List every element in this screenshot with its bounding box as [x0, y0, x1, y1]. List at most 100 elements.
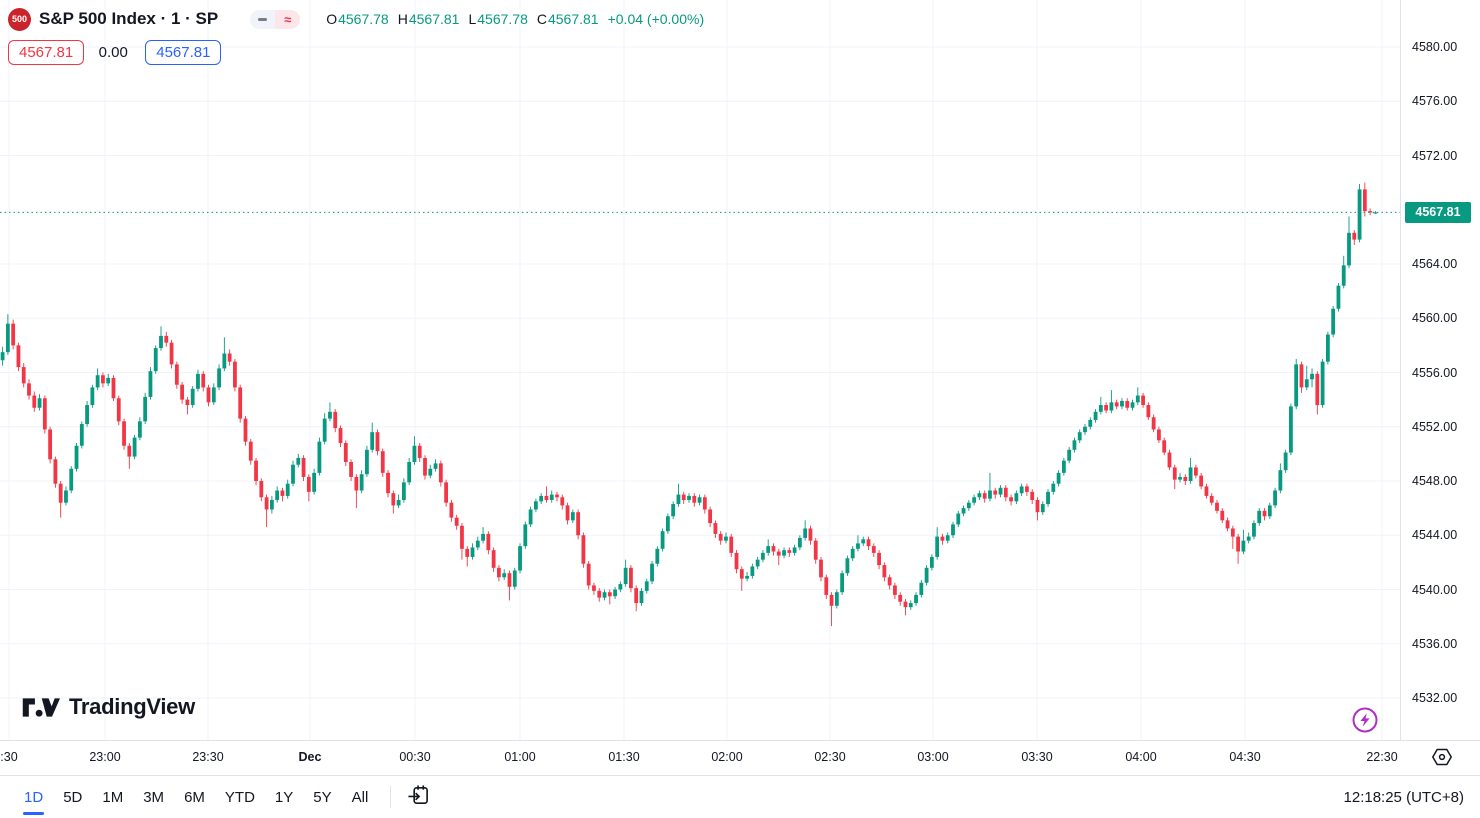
candle — [618, 584, 623, 590]
candle — [196, 373, 200, 389]
candle — [328, 411, 332, 419]
candle — [724, 536, 728, 541]
candle — [866, 539, 871, 547]
candle — [1294, 364, 1299, 407]
candle — [1252, 523, 1256, 537]
candle — [438, 463, 443, 483]
range-button-all[interactable]: All — [344, 783, 377, 812]
candle — [16, 345, 21, 368]
candle — [0, 352, 5, 361]
price-axis-label: 4532.00 — [1412, 691, 1458, 705]
candle — [1172, 467, 1177, 480]
candle — [1304, 379, 1309, 388]
candle — [613, 589, 617, 597]
tradingview-logo-text: TradingView — [69, 694, 195, 719]
candle — [143, 396, 148, 422]
legend-minimize-button[interactable] — [250, 9, 276, 29]
candle — [243, 418, 248, 442]
candle — [914, 594, 918, 604]
chart-settings-button[interactable] — [1430, 747, 1454, 769]
candle — [264, 497, 269, 510]
change-value: +0.04 (+0.00%) — [607, 11, 705, 27]
candle — [111, 377, 116, 399]
session-clock[interactable]: 12:18:25 (UTC+8) — [1343, 788, 1464, 806]
candle — [259, 481, 264, 498]
candle — [185, 399, 190, 406]
time-axis[interactable]: :30 23:00 23:30 Dec 00:30 01:00 01:30 02:00 02:3… — [0, 740, 1480, 775]
tradingview-logo[interactable]: TradingView — [22, 694, 195, 720]
chart-plot-area[interactable]: 500 S&P 500 Index · 1 · SP ≈ O4567.78 H4… — [0, 0, 1400, 740]
range-button-5y[interactable]: 5Y — [305, 783, 339, 812]
time-axis-label: Dec — [298, 750, 322, 764]
candle — [555, 494, 559, 498]
candle — [190, 388, 195, 406]
price-axis-label: 4544.00 — [1412, 528, 1458, 543]
realtime-data-button[interactable] — [1350, 705, 1380, 735]
price-axis-label: 4552.00 — [1412, 419, 1458, 434]
candle — [1151, 417, 1156, 430]
candle — [713, 523, 718, 534]
symbol-legend: 500 S&P 500 Index · 1 · SP ≈ O4567.78 H4… — [8, 6, 704, 65]
candle — [217, 368, 221, 388]
candle — [935, 536, 940, 557]
candle — [180, 384, 185, 400]
candle — [681, 494, 686, 500]
price-axis[interactable]: 4567.81 4580.00 4576.00 4572.00 4564.00 4560… — [1400, 0, 1480, 740]
candle — [444, 482, 449, 503]
candle — [1141, 395, 1145, 406]
candle — [222, 353, 227, 369]
candle — [549, 494, 554, 500]
candle — [1199, 475, 1204, 487]
candle — [1320, 361, 1325, 406]
candle — [919, 582, 924, 595]
candle — [502, 573, 507, 578]
candle — [5, 323, 10, 353]
candle — [1093, 411, 1098, 420]
range-button-5d[interactable]: 5D — [55, 783, 90, 812]
range-button-3m[interactable]: 3M — [135, 783, 172, 812]
open-label: O — [326, 11, 338, 27]
candle — [840, 573, 845, 593]
candle — [106, 377, 111, 384]
candle — [755, 559, 760, 567]
candle — [544, 495, 549, 500]
lightning-icon — [1352, 707, 1378, 733]
candle — [1230, 528, 1235, 537]
last-price-badge[interactable]: 4567.81 — [1405, 201, 1471, 223]
time-axis-label: :30 — [0, 750, 18, 764]
candle — [1046, 491, 1050, 505]
candle — [808, 528, 813, 541]
candle — [248, 441, 253, 461]
candle — [1083, 426, 1087, 433]
time-axis-label: 02:00 — [711, 750, 743, 764]
candle — [53, 459, 58, 484]
go-to-date-button[interactable] — [403, 780, 434, 814]
candle — [1209, 495, 1214, 503]
price-axis-label: 4536.00 — [1412, 636, 1458, 651]
candle — [750, 566, 755, 576]
time-axis-label: 04:00 — [1125, 750, 1157, 764]
candle — [1009, 497, 1013, 502]
candle — [497, 567, 501, 578]
range-button-6m[interactable]: 6M — [176, 783, 213, 812]
candle — [1347, 232, 1351, 266]
candle — [813, 540, 818, 560]
buy-price-box[interactable]: 4567.81 — [145, 40, 222, 65]
candle — [116, 398, 121, 422]
sell-price-box[interactable]: 4567.81 — [8, 40, 85, 65]
candle — [1061, 460, 1066, 473]
range-button-1d[interactable]: 1D — [16, 783, 51, 815]
range-button-ytd[interactable]: YTD — [217, 783, 263, 812]
high-value: 4567.81 — [408, 11, 460, 27]
bottom-toolbar: 1D 5D 1M 3M 6M YTD 1Y 5Y All 12:18:25 (UTC+8) — [0, 775, 1480, 818]
candle — [365, 449, 369, 475]
candle — [697, 497, 702, 503]
legend-wave-button[interactable]: ≈ — [275, 9, 301, 29]
range-button-1m[interactable]: 1M — [94, 783, 131, 812]
candle — [908, 603, 913, 608]
candle — [227, 353, 232, 362]
range-button-1y[interactable]: 1Y — [267, 783, 301, 812]
candle — [782, 550, 786, 556]
symbol-title[interactable]: S&P 500 Index · 1 · SP — [39, 9, 219, 28]
